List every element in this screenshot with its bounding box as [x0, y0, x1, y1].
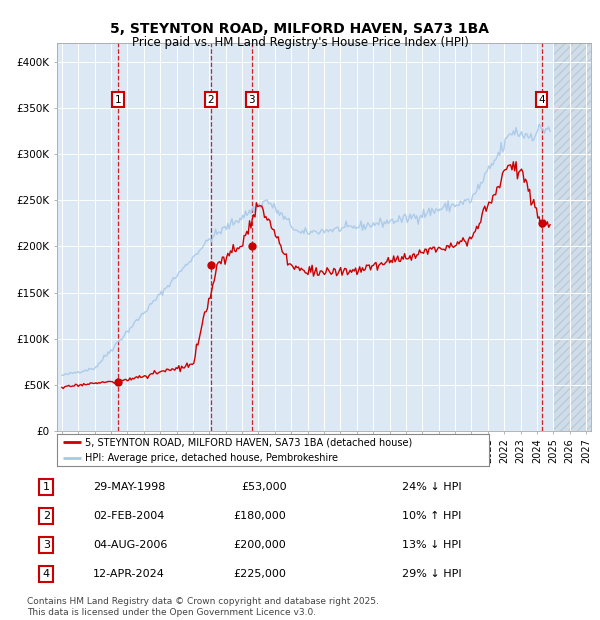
Bar: [553, 43, 591, 431]
Text: 02-FEB-2004: 02-FEB-2004: [93, 511, 164, 521]
Text: Price paid vs. HM Land Registry's House Price Index (HPI): Price paid vs. HM Land Registry's House …: [131, 36, 469, 49]
Text: 5, STEYNTON ROAD, MILFORD HAVEN, SA73 1BA (detached house): 5, STEYNTON ROAD, MILFORD HAVEN, SA73 1B…: [85, 437, 412, 448]
Text: 3: 3: [43, 540, 50, 550]
Text: £225,000: £225,000: [233, 569, 286, 579]
Text: 1: 1: [115, 95, 121, 105]
Text: 10% ↑ HPI: 10% ↑ HPI: [403, 511, 462, 521]
Text: £200,000: £200,000: [233, 540, 286, 550]
Text: Contains HM Land Registry data © Crown copyright and database right 2025.
This d: Contains HM Land Registry data © Crown c…: [27, 598, 379, 617]
Text: 5, STEYNTON ROAD, MILFORD HAVEN, SA73 1BA: 5, STEYNTON ROAD, MILFORD HAVEN, SA73 1B…: [110, 22, 490, 36]
Text: 4: 4: [538, 95, 545, 105]
Text: £180,000: £180,000: [233, 511, 286, 521]
Text: 24% ↓ HPI: 24% ↓ HPI: [403, 482, 462, 492]
Text: 3: 3: [248, 95, 255, 105]
Text: HPI: Average price, detached house, Pembrokeshire: HPI: Average price, detached house, Pemb…: [85, 453, 338, 463]
Text: 4: 4: [43, 569, 50, 579]
Text: £53,000: £53,000: [241, 482, 286, 492]
Text: 29-MAY-1998: 29-MAY-1998: [93, 482, 166, 492]
Text: 29% ↓ HPI: 29% ↓ HPI: [403, 569, 462, 579]
Text: 1: 1: [43, 482, 50, 492]
Text: 2: 2: [208, 95, 214, 105]
Text: 2: 2: [43, 511, 50, 521]
Text: 13% ↓ HPI: 13% ↓ HPI: [403, 540, 462, 550]
Text: 04-AUG-2006: 04-AUG-2006: [93, 540, 167, 550]
Text: 12-APR-2024: 12-APR-2024: [93, 569, 165, 579]
